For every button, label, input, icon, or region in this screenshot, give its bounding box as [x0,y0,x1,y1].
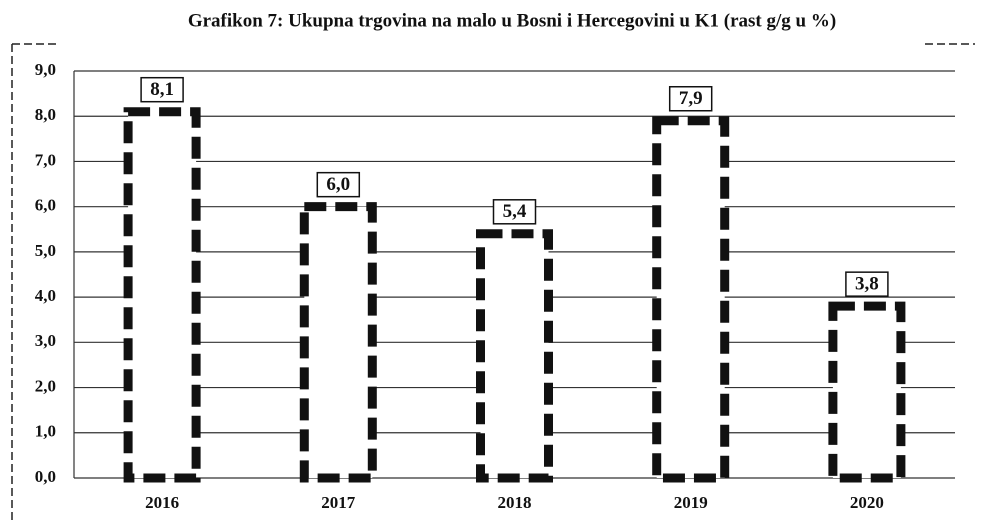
bar [828,301,906,483]
value-label-box [140,76,184,103]
y-tick-label: 7,0 [35,150,56,169]
value-label: 8,1 [150,79,174,100]
y-tick-label: 4,0 [35,286,56,305]
y-tick-label: 2,0 [35,376,56,395]
bar [652,116,730,483]
y-tick-label: 9,0 [35,60,56,79]
frame [11,43,975,524]
bar [476,229,553,483]
value-label-box [492,199,537,225]
y-tick-label: 0,0 [35,467,56,486]
value-label: 5,4 [503,201,527,222]
x-tick-label: 2017 [321,493,356,512]
bar [299,202,377,483]
x-tick-label: 2019 [674,493,708,512]
x-tick-label: 2018 [498,493,532,512]
value-label-box [316,171,361,198]
value-label: 6,0 [326,174,350,195]
y-tick-label: 3,0 [35,331,56,350]
y-tick-label: 8,0 [35,105,56,124]
y-tick-label: 1,0 [35,422,56,441]
x-tick-label: 2020 [850,493,884,512]
value-label: 3,8 [855,274,879,295]
chart-title: Grafikon 7: Ukupna trgovina na malo u Bo… [188,10,836,31]
value-label-box [668,85,713,112]
x-tick-label: 2016 [145,493,179,512]
value-label: 7,9 [679,88,703,109]
value-label-box [845,271,889,297]
y-tick-label: 6,0 [35,196,56,215]
bar [123,107,201,483]
y-tick-label: 5,0 [35,241,56,260]
